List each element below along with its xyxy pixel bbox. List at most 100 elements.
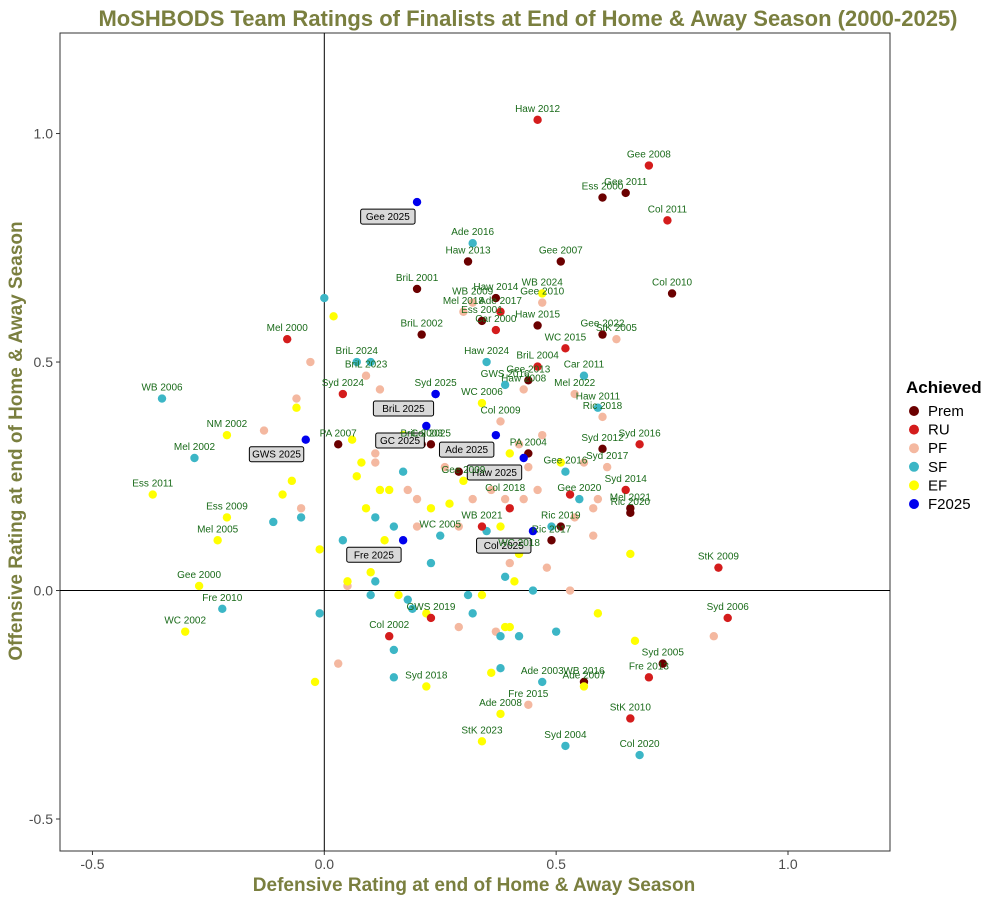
data-point — [505, 622, 514, 632]
point-label: StK 2009 — [698, 552, 740, 563]
point-label-box — [466, 464, 523, 481]
data-point — [538, 677, 547, 687]
point-label: Mel 2002 — [174, 442, 216, 453]
data-point — [626, 549, 635, 559]
data-point — [412, 494, 422, 504]
data-point — [510, 577, 519, 586]
point-label: StK 2023 — [461, 725, 503, 736]
data-point — [398, 467, 408, 476]
point-label: Mel 2022 — [554, 378, 596, 389]
point-label-box — [248, 446, 305, 463]
data-point — [491, 293, 501, 303]
data-point — [589, 531, 598, 540]
point-label: WB 2016 — [563, 666, 605, 677]
data-point — [635, 750, 644, 760]
point-label: Gee 2008 — [627, 150, 671, 161]
data-point — [194, 581, 204, 591]
data-point — [426, 504, 436, 513]
point-label: Ric 2019 — [541, 511, 581, 522]
data-point — [538, 289, 547, 298]
data-point — [612, 334, 621, 344]
data-point — [598, 444, 607, 454]
data-point — [593, 403, 603, 412]
data-point — [598, 330, 607, 339]
data-point — [487, 485, 496, 495]
data-point — [371, 577, 380, 586]
data-point — [306, 357, 315, 367]
data-point — [445, 499, 454, 508]
data-point — [561, 741, 570, 751]
data-point — [454, 522, 463, 531]
data-point — [338, 389, 348, 399]
data-point — [412, 197, 422, 207]
x-axis-title: Defensive Rating at end of Home & Away S… — [253, 875, 695, 896]
point-label: Syd 2005 — [642, 648, 685, 659]
data-point — [528, 526, 538, 536]
legend-label: Prem — [928, 403, 964, 420]
point-label: Ade 2017 — [479, 296, 522, 307]
point-label: Mel 2000 — [267, 323, 309, 334]
point-label: Syd 2018 — [405, 670, 448, 681]
data-point — [296, 504, 306, 513]
point-label: Gee 2009 — [441, 465, 485, 476]
data-point — [385, 632, 394, 641]
data-point — [468, 239, 477, 248]
data-point — [556, 257, 565, 266]
data-point — [412, 284, 422, 294]
data-point — [621, 188, 630, 198]
point-label: PA 2004 — [510, 437, 548, 448]
data-point — [454, 467, 463, 476]
data-point — [315, 545, 324, 554]
legend-swatch — [909, 499, 919, 509]
data-point — [417, 330, 426, 339]
data-point — [459, 307, 468, 316]
data-point — [371, 513, 380, 522]
data-point — [524, 700, 533, 709]
data-point — [463, 257, 473, 266]
data-point — [551, 627, 561, 636]
point-label: Ade 2016 — [451, 227, 494, 238]
point-label: WB 2024 — [522, 277, 564, 288]
point-label: Syd 2016 — [618, 428, 661, 439]
point-label-box — [346, 546, 402, 563]
data-point — [538, 298, 547, 307]
data-point — [352, 357, 361, 367]
point-label: WB 2006 — [141, 383, 183, 394]
point-label: BriL 2025 — [382, 404, 425, 415]
data-point — [477, 737, 487, 746]
data-point — [500, 494, 510, 504]
x-tick-label: -0.5 — [80, 856, 104, 872]
data-point — [533, 362, 542, 371]
data-point — [422, 682, 431, 691]
point-label: Syd 2014 — [605, 474, 648, 485]
plot-area: -0.5 0.0 0.5 1.0 -0.5 0.0 0.5 1.0 Haw 2012 Gee 20… — [29, 32, 891, 872]
data-point — [496, 307, 505, 316]
point-label: Ade 2007 — [563, 670, 606, 681]
data-point — [477, 522, 487, 531]
data-point — [398, 536, 408, 545]
point-label: Syd 2006 — [707, 602, 750, 613]
data-point — [621, 485, 630, 495]
point-label: Fre 2025 — [354, 550, 394, 561]
data-point — [292, 403, 301, 412]
point-label: BriL 2004 — [516, 351, 559, 362]
point-label: Ric 2017 — [532, 524, 572, 535]
data-point — [496, 417, 505, 426]
data-point — [477, 316, 487, 326]
data-point — [292, 394, 301, 403]
point-label: Syd 2012 — [581, 433, 624, 444]
point-label-box — [438, 441, 495, 458]
legend-label: SF — [928, 459, 947, 476]
point-label: Col 2020 — [620, 739, 660, 750]
data-point — [579, 371, 589, 380]
data-point — [575, 494, 584, 504]
point-label: Mel 2021 — [610, 492, 652, 503]
point-label: Haw 2011 — [576, 392, 621, 403]
legend-label: F2025 — [928, 496, 971, 513]
point-label: Mel 2018 — [443, 296, 485, 307]
point-label: WC 2018 — [498, 538, 540, 549]
point-label: Gee 2022 — [581, 319, 625, 330]
data-point — [663, 216, 672, 225]
data-point — [519, 453, 528, 463]
point-label: GWS 2019 — [406, 602, 455, 613]
